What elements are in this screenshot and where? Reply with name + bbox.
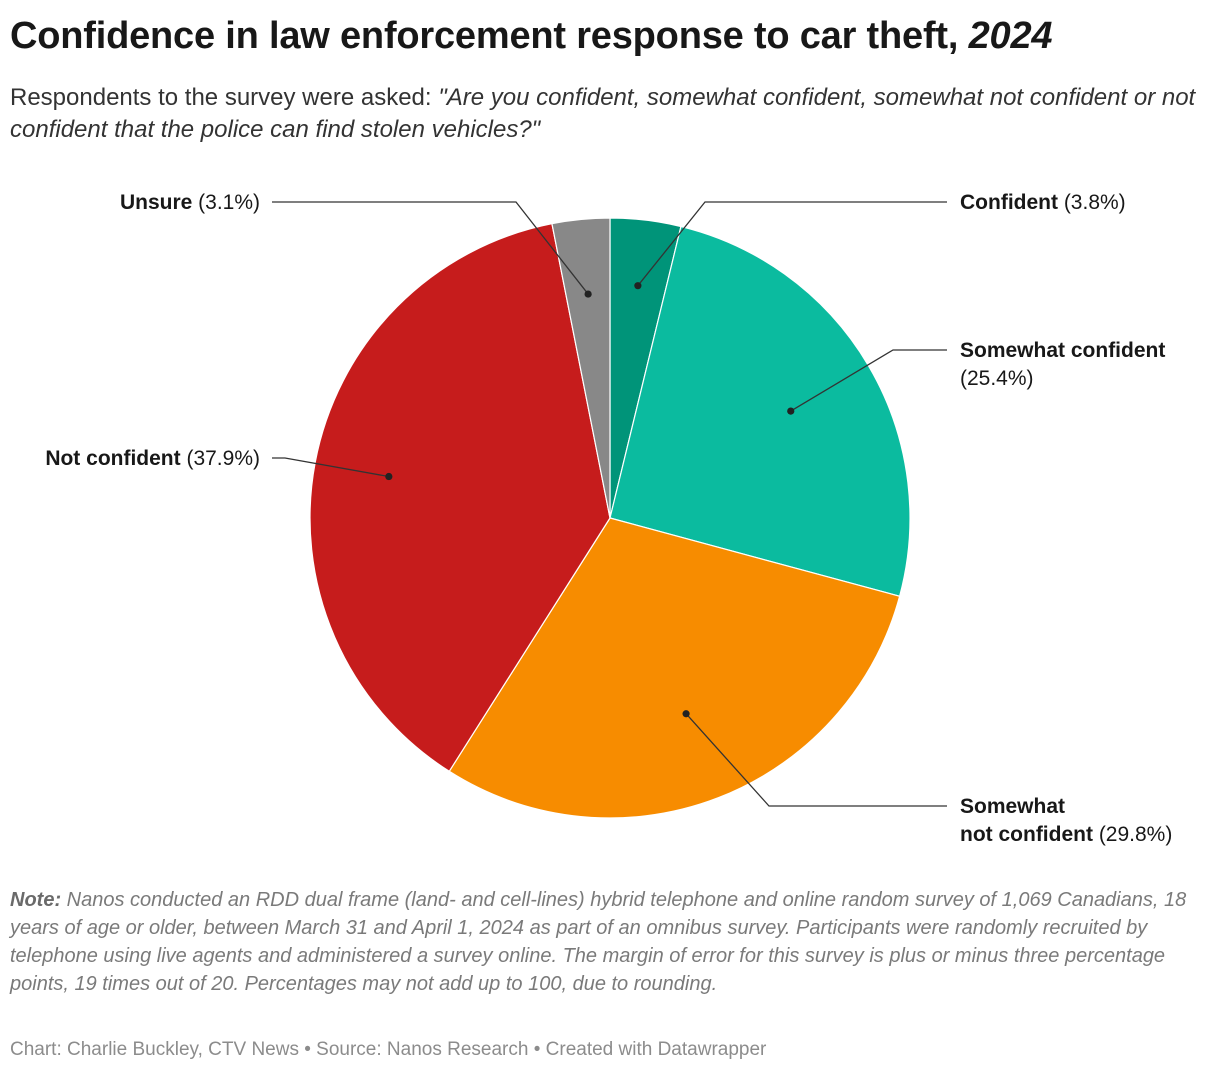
connector-somewhat-not-confident (685, 713, 947, 807)
pie-slice-somewhat-not-confident (448, 517, 901, 819)
slice-label-unsure: Unsure (3.1%) (120, 191, 260, 214)
slice-label-somewhat-not-confident: Somewhat not confident (29.8%) (960, 795, 1172, 846)
pie-slices (309, 217, 911, 819)
survey-question: "Are you confident, somewhat confident, … (10, 84, 1196, 143)
note-text: Nanos conducted an RDD dual frame (land-… (10, 889, 1187, 995)
connector-dot-unsure (584, 290, 592, 298)
connector-dot-somewhat-confident (787, 407, 795, 415)
chart-title: Confidence in law enforcement response t… (10, 12, 1210, 60)
slice-label-not-confident: Not confident (37.9%) (45, 447, 260, 470)
slice-label-somewhat-confident: Somewhat confident (25.4%) (960, 339, 1165, 390)
connector-dot-somewhat-not-confident (682, 710, 690, 718)
label-connectors (272, 201, 947, 807)
connector-confident (637, 201, 947, 287)
subtitle-prefix: Respondents to the survey were asked: (10, 84, 432, 111)
connector-not-confident (272, 457, 389, 478)
slice-label-confident: Confident (3.8%) (960, 191, 1126, 214)
connector-unsure (272, 201, 589, 295)
pie-slice-not-confident (309, 222, 611, 773)
chart-subtitle: Respondents to the survey were asked: "A… (10, 82, 1205, 146)
chart-note: Note: Nanos conducted an RDD dual frame … (10, 886, 1205, 998)
connector-dot-not-confident (385, 472, 393, 481)
note-label: Note: (10, 889, 62, 911)
pie-slice-unsure (551, 217, 611, 519)
title-text: Confidence in law enforcement response t… (10, 15, 959, 57)
connector-dot-confident (634, 282, 642, 290)
slice-labels: Confident (3.8%) Somewhat confident (25.4%… (45, 191, 1172, 846)
connector-somewhat-confident (790, 349, 947, 412)
chart-footer: Chart: Charlie Buckley, CTV News • Sourc… (10, 1039, 767, 1060)
pie-chart: Confident (3.8%) Somewhat confident (25.4%… (45, 191, 1172, 846)
title-year: 2024 (968, 15, 1053, 57)
